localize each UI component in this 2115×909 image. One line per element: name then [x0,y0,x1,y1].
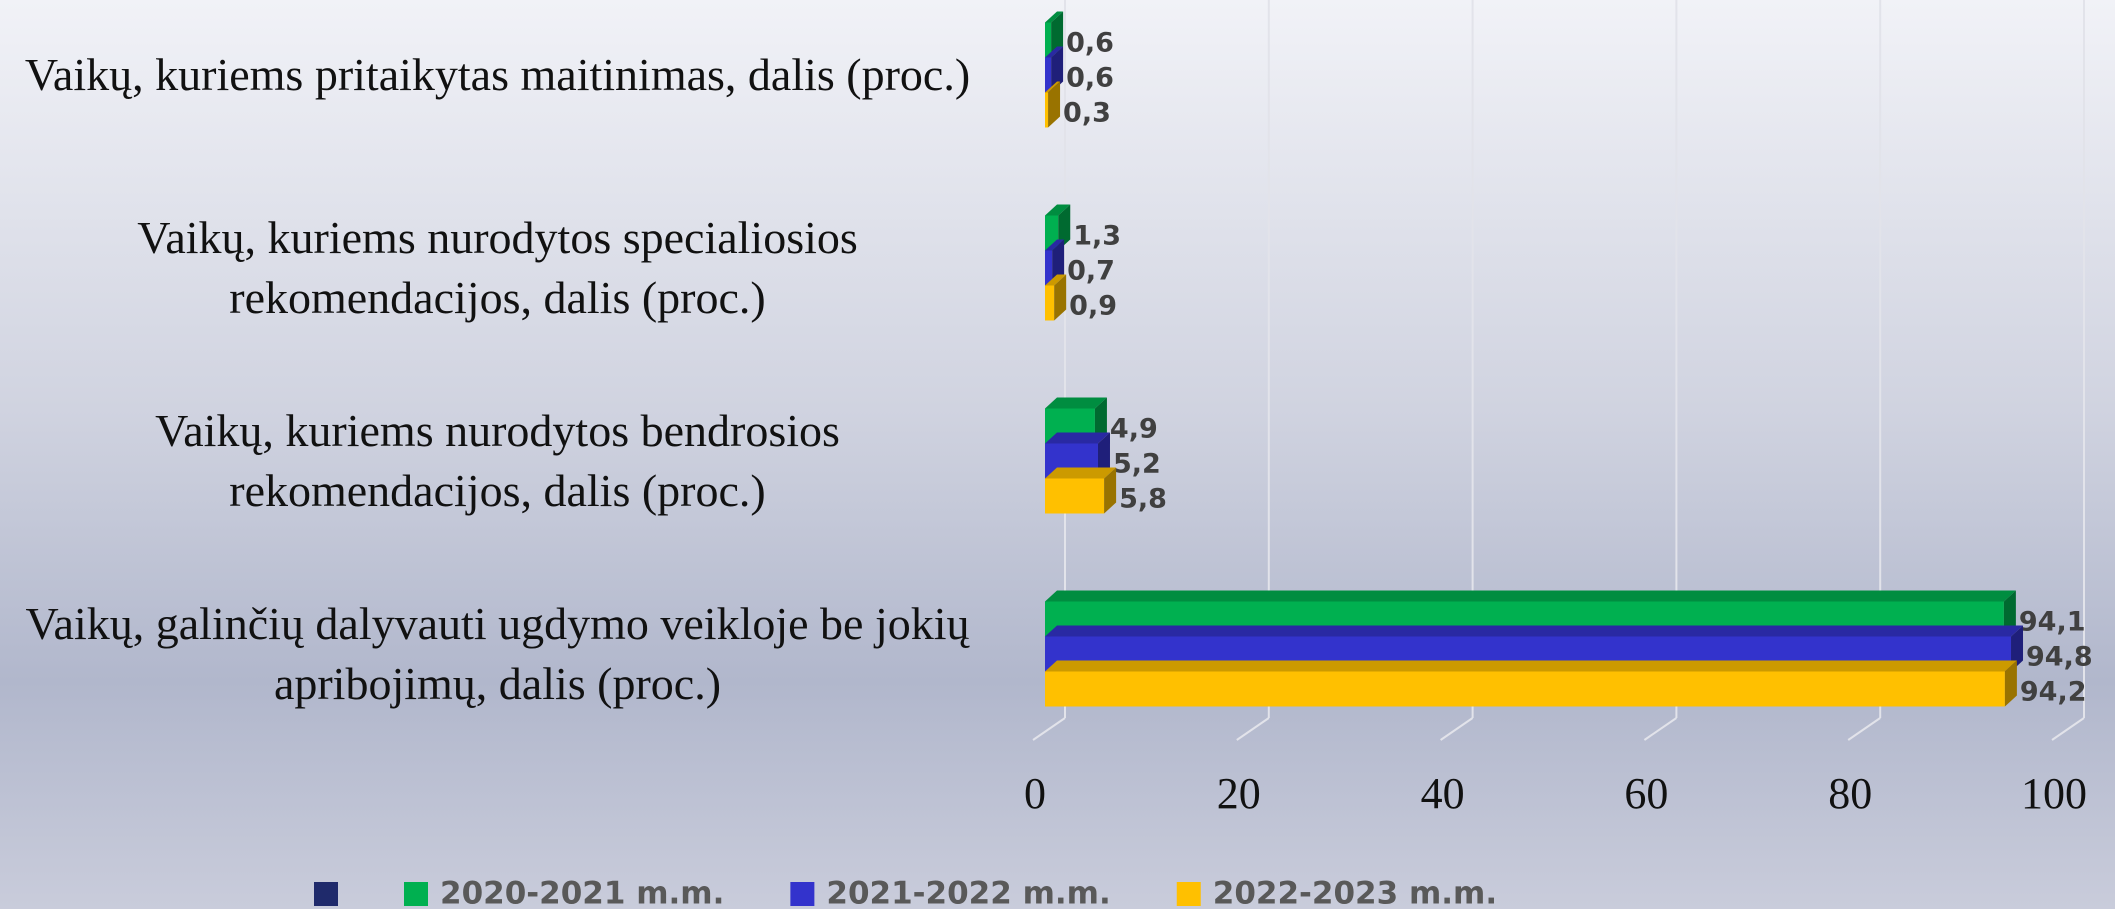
grid-floor-line [1032,717,1066,741]
bar-side [1048,81,1061,128]
bar-front [1045,92,1049,128]
value-label: 94,8 [2026,642,2093,673]
bar [1045,467,1117,514]
bar-side [1104,467,1117,514]
bar-side [1051,46,1064,93]
bar-front [1045,478,1105,514]
bar-top [1045,625,2024,637]
x-tick-label: 40 [1421,769,1465,818]
legend-marker [1176,882,1201,906]
x-tick-label: 80 [1828,769,1872,818]
bar [1045,11,1064,58]
bar-top [1045,46,1064,58]
bar-front [1045,22,1052,58]
bar-top [1045,590,2016,602]
bar-top [1045,467,1117,479]
value-label: 4,9 [1110,414,1158,445]
x-tick-label: 60 [1624,769,1668,818]
legend-marker [790,882,815,906]
value-label: 0,6 [1066,28,1114,59]
value-label: 5,2 [1113,449,1161,480]
value-label: 0,7 [1067,256,1115,287]
legend-label: 2022-2023 m.m. [1213,876,1497,909]
grid-floor-line [1847,717,1881,741]
value-label: 0,9 [1069,291,1117,322]
bar-front [1045,57,1052,93]
bar-top [1045,274,1067,286]
grid-floor-line [1236,717,1270,741]
bar [1045,204,1071,251]
bar-side [1058,204,1071,251]
grid-floor-line [1643,717,1677,741]
bar-top [1045,660,2017,672]
category-label: Vaikų, kuriems nurodytos bendrosios reko… [155,405,840,516]
bar-front [1045,285,1055,321]
x-tick-label: 0 [1024,769,1046,818]
bar-top [1045,204,1071,216]
value-label: 0,6 [1066,63,1114,94]
bar-side [1051,11,1064,58]
bar [1045,81,1061,128]
bar [1045,239,1065,286]
bar-front [1045,671,2005,707]
bar-side [2011,625,2024,672]
value-label: 94,2 [2020,677,2087,708]
bar [1045,660,2017,707]
bar-top [1045,432,1110,444]
bar-side [1097,432,1110,479]
bar [1045,274,1067,321]
value-label: 94,1 [2019,607,2086,638]
bar-front [1045,250,1053,286]
bar-side [2003,590,2016,637]
bar-side [1052,239,1065,286]
value-label: 1,3 [1073,221,1121,252]
bar-side [1054,274,1067,321]
legend-label: 2020-2021 m.m. [440,876,724,909]
category-label: Vaikų, kuriems nurodytos specialiosios r… [137,212,858,323]
legend-marker [404,882,428,906]
value-label: 0,3 [1063,98,1111,129]
bar-top [1045,81,1061,93]
bar-side [2004,660,2017,707]
category-label: Vaikų, kuriems pritaikytas maitinimas, d… [24,49,971,100]
grid-floor-line [1440,717,1474,741]
x-tick-label: 20 [1217,769,1261,818]
bar [1045,46,1064,93]
bar-top [1045,11,1064,23]
category-label: Vaikų, galinčių dalyvauti ugdymo veikloj… [25,598,970,709]
value-label: 5,8 [1119,484,1167,515]
bar-top [1045,239,1065,251]
grid-floor-line [2051,717,2085,741]
bar-top [1045,397,1107,409]
legend-marker [314,882,338,906]
x-tick-label: 100 [2021,769,2087,818]
legend-label: 2021-2022 m.m. [826,876,1110,909]
bar-side [1094,397,1107,444]
